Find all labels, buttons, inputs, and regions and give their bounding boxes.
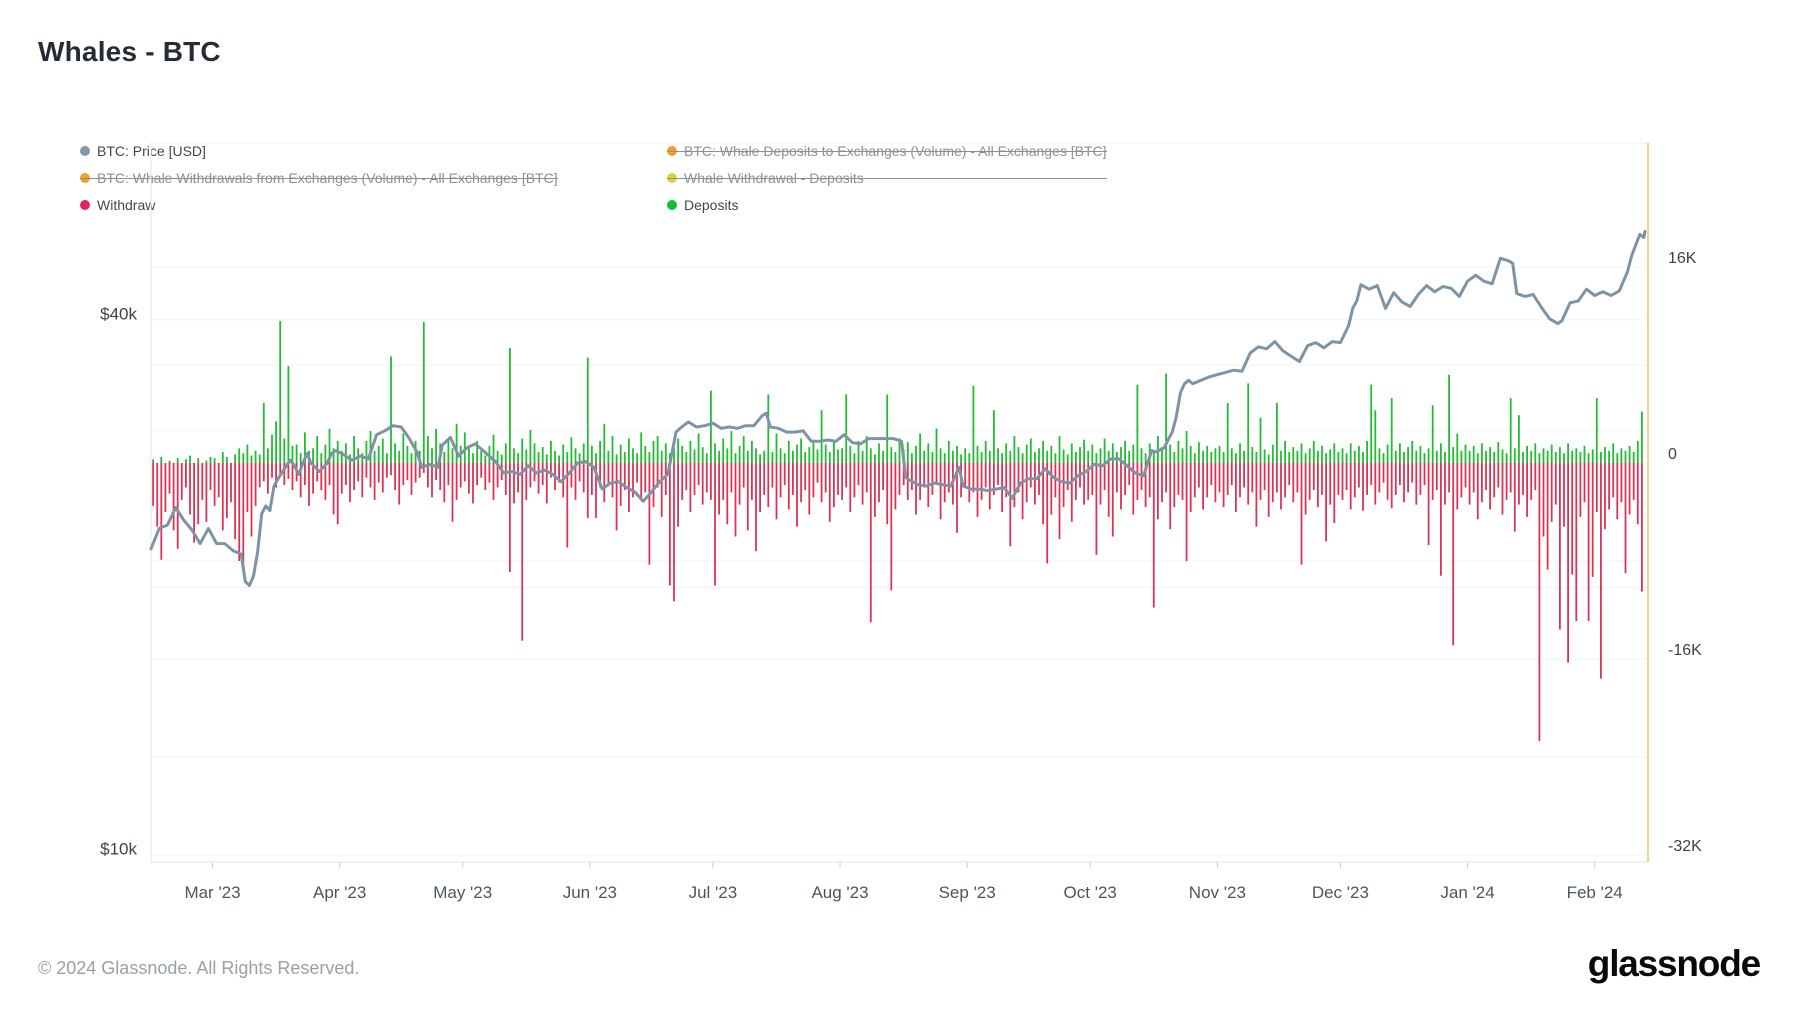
legend-item-whale-withdrawals[interactable]: BTC: Whale Withdrawals from Exchanges (V…	[80, 164, 558, 191]
x-tick-label: Feb '24	[1567, 883, 1623, 902]
left-axis-labels: $40k $10k	[100, 304, 137, 858]
deposit-bars	[152, 320, 1643, 464]
x-tick-label: Dec '23	[1312, 883, 1369, 902]
x-tick-label: Aug '23	[811, 883, 868, 902]
withdraw-bars	[152, 463, 1643, 742]
y-left-label: $10k	[100, 839, 137, 858]
y-right-label: 16K	[1668, 250, 1697, 267]
glassnode-logo: glassnode	[1587, 943, 1761, 984]
right-axis-labels: 16K 0 -16K -32K	[1668, 250, 1702, 855]
x-tick-label: Oct '23	[1064, 883, 1117, 902]
y-right-label: 0	[1668, 446, 1677, 463]
x-tick-label: May '23	[433, 883, 492, 902]
x-tick-label: Jan '24	[1440, 883, 1494, 902]
x-axis: Mar '23 Apr '23 May '23 Jun '23 Jul '23 Aug '…	[184, 862, 1623, 902]
copyright-text: © 2024 Glassnode. All Rights Reserved.	[38, 958, 360, 978]
legend-dot-deposits	[667, 199, 677, 210]
chart-legend-column-2: BTC: Whale Deposits to Exchanges (Volume…	[667, 137, 1107, 218]
x-tick-label: Apr '23	[313, 883, 366, 902]
legend-item-deposits[interactable]: Deposits	[667, 191, 1107, 218]
gridlines	[151, 266, 1648, 856]
page-title: Whales - BTC	[38, 36, 221, 67]
legend-dot-btc-price	[80, 145, 90, 156]
legend-label-deposits: Deposits	[684, 196, 739, 213]
x-tick-label: Sep '23	[939, 883, 996, 902]
legend-item-whale-deposits[interactable]: BTC: Whale Deposits to Exchanges (Volume…	[667, 137, 1107, 164]
legend-dot-withdraw	[80, 199, 90, 210]
y-right-label: -32K	[1668, 838, 1702, 855]
plot-borders	[150, 142, 1648, 863]
y-left-label: $40k	[100, 304, 137, 323]
x-tick-label: Nov '23	[1189, 883, 1246, 902]
legend-item-whale-withdrawal-minus-deposits[interactable]: Whale Withdrawal - Deposits	[667, 164, 1107, 191]
x-tick-label: Mar '23	[184, 883, 240, 902]
y-right-label: -16K	[1668, 642, 1702, 659]
price-line	[149, 229, 1647, 587]
chart-legend-column-1: BTC: Price [USD] BTC: Whale Withdrawals f…	[80, 137, 558, 218]
legend-item-withdraw[interactable]: Withdraw	[80, 191, 558, 218]
legend-label-withdraw: Withdraw	[97, 196, 156, 213]
x-tick-label: Jun '23	[563, 883, 617, 902]
x-tick-label: Jul '23	[689, 883, 738, 902]
